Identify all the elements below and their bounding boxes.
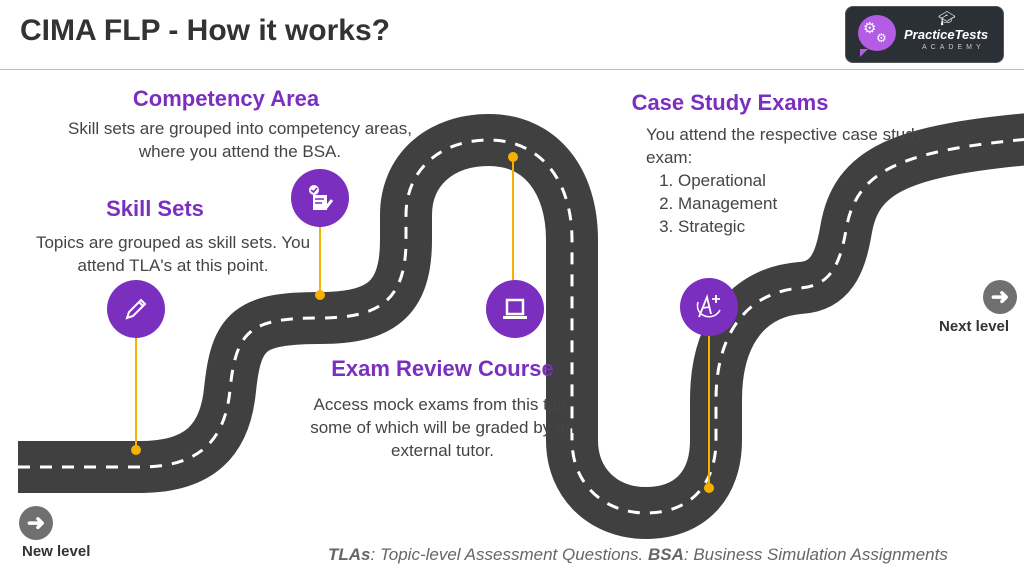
new-level-arrow-icon[interactable]: ➜ (19, 506, 53, 540)
competency-area-heading: Competency Area (132, 86, 320, 111)
case-study-exams-heading: Case Study Exams (631, 90, 829, 115)
gear-icon: ⚙ (876, 31, 887, 45)
case-study-item: Strategic (678, 215, 946, 238)
gear-icon: ⚙ (863, 20, 877, 37)
checklist-document-icon (309, 185, 334, 210)
footnote-definition: : Topic-level Assessment Questions. (370, 545, 648, 564)
new-level-label: New level (22, 543, 91, 560)
case-study-exams-pin (680, 278, 738, 336)
pencil-icon (125, 298, 147, 320)
case-study-list: Operational Management Strategic (646, 169, 946, 238)
next-level-label: Next level (939, 318, 1010, 335)
header-divider (0, 69, 1024, 70)
exam-review-course-heading: Exam Review Course (331, 356, 554, 381)
footnote-definition: : Business Simulation Assignments (683, 545, 948, 564)
connector-dot (508, 152, 518, 162)
skill-sets-pin (107, 280, 165, 338)
footnote: TLAs: Topic-level Assessment Questions. … (328, 545, 948, 565)
case-study-item: Management (678, 192, 946, 215)
footnote-term: BSA (647, 545, 684, 564)
laptop-icon (503, 298, 527, 319)
case-study-intro: You attend the respective case study exa… (646, 125, 924, 167)
practicetests-logo: ⚙ ⚙ 🎓︎ PracticeTests ACADEMY (845, 6, 1004, 63)
graduation-cap-icon: 🎓︎ (938, 10, 956, 26)
skill-sets-text: Topics are grouped as skill sets. You at… (35, 233, 311, 275)
logo-name: PracticeTests (904, 27, 989, 42)
skill-sets-heading: Skill Sets (106, 196, 204, 221)
next-level-arrow-icon[interactable]: ➜ (983, 280, 1017, 314)
page-title: CIMA FLP - How it works? (20, 14, 391, 47)
chat-bubble-icon (858, 15, 896, 57)
road-center-dashes (18, 137, 1024, 515)
case-study-item: Operational (678, 169, 946, 192)
connector-dot (315, 290, 325, 300)
case-study-exams-text: You attend the respective case study exa… (646, 123, 946, 238)
competency-area-text: Skill sets are grouped into competency a… (68, 119, 412, 161)
connector-dot (704, 483, 714, 493)
exam-review-course-pin (486, 280, 544, 338)
exam-review-course-text: Access mock exams from this tab, some of… (310, 395, 575, 460)
a-plus-grade-icon (696, 294, 721, 318)
footnote-term: TLAs (328, 545, 371, 564)
connector-dot (131, 445, 141, 455)
logo-subtitle: ACADEMY (922, 44, 985, 51)
competency-area-pin (291, 169, 349, 227)
